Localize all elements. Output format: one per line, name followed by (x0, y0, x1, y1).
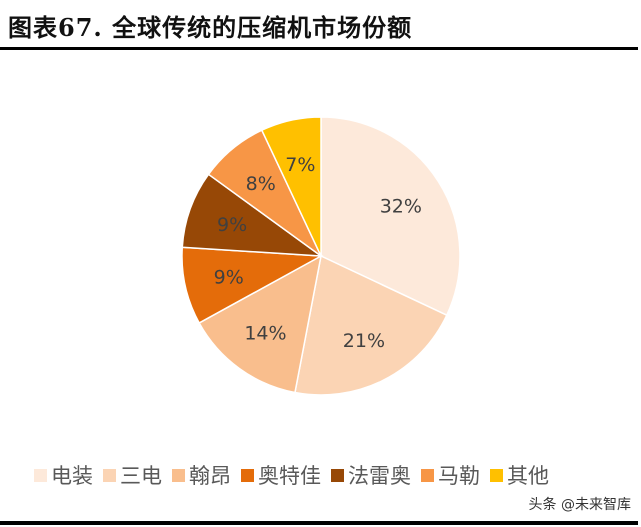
legend-label: 法雷奥 (348, 464, 411, 488)
legend-swatch (241, 468, 254, 482)
legend-swatch (34, 468, 47, 482)
pie-chart: 32% 21% 14% 9% 9% 8% 7% (181, 116, 461, 396)
data-label: 21% (343, 330, 385, 352)
legend-item: 翰昂 (172, 460, 231, 490)
data-label: 9% (217, 214, 247, 236)
legend-label: 三电 (120, 464, 162, 488)
pie-slice-翰昂 (198, 254, 323, 394)
legend-label: 其他 (507, 464, 549, 488)
legend: 电装 三电 翰昂 奥特佳 法雷奥 马勒 其他 (34, 460, 549, 490)
legend-swatch (172, 468, 185, 482)
legend-item: 奥特佳 (241, 460, 321, 490)
legend-item: 其他 (490, 460, 549, 490)
pie-slice-三电 (294, 254, 448, 396)
legend-label: 马勒 (438, 464, 480, 488)
legend-swatch (103, 468, 116, 482)
legend-label: 奥特佳 (258, 464, 321, 488)
data-label: 9% (214, 267, 244, 289)
legend-label: 翰昂 (189, 464, 231, 488)
pie-slice-奥特佳 (181, 246, 324, 324)
watermark: 头条 @未来智库 (528, 497, 631, 513)
legend-item: 三电 (103, 460, 162, 490)
pie-slice-法雷奥 (181, 173, 324, 257)
top-rule (0, 47, 638, 50)
legend-item: 马勒 (421, 460, 480, 490)
data-label: 8% (246, 173, 276, 195)
pie-slice-其他 (260, 116, 322, 257)
data-label: 7% (285, 154, 315, 176)
legend-swatch (421, 468, 434, 482)
legend-swatch (490, 468, 503, 482)
legend-label: 电装 (51, 464, 93, 488)
legend-swatch (331, 468, 344, 482)
bottom-rule (0, 521, 638, 525)
legend-item: 电装 (34, 460, 93, 490)
pie-slice-电装 (320, 116, 461, 317)
data-label: 14% (244, 322, 286, 344)
figure-title: 图表67. 全球传统的压缩机市场份额 (8, 13, 413, 42)
legend-item: 法雷奥 (331, 460, 411, 490)
data-label: 32% (380, 195, 422, 217)
